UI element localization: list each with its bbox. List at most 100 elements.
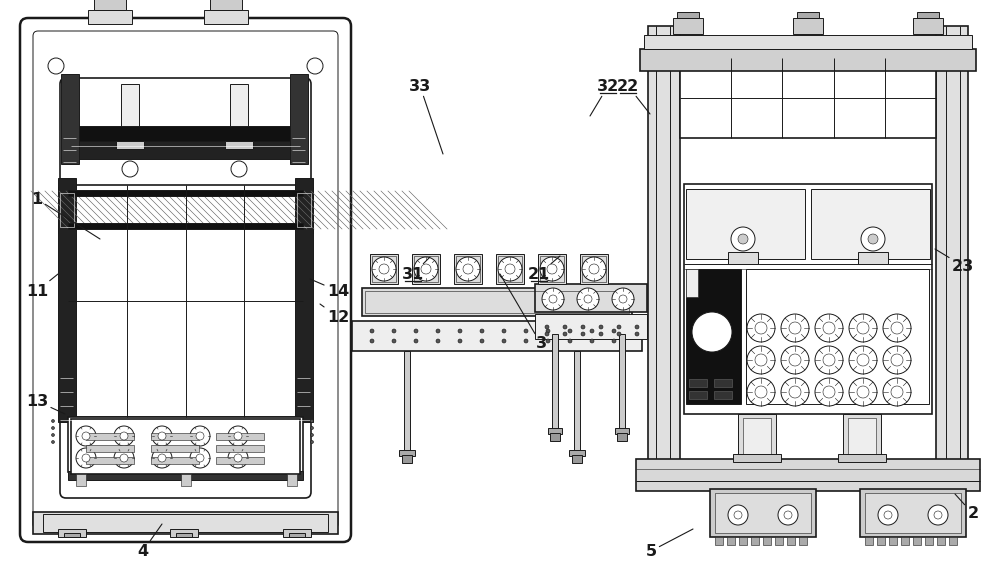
Circle shape: [480, 339, 484, 343]
Bar: [230, 84, 248, 144]
Circle shape: [234, 432, 242, 440]
Bar: [210, 0, 242, 10]
Circle shape: [152, 426, 172, 446]
Bar: [615, 428, 629, 434]
Bar: [686, 269, 741, 404]
Circle shape: [731, 227, 755, 251]
Circle shape: [617, 332, 621, 336]
Text: 3: 3: [500, 274, 547, 352]
Bar: [680, 58, 936, 138]
Bar: [365, 291, 629, 313]
Circle shape: [228, 448, 248, 468]
Circle shape: [857, 386, 869, 398]
Circle shape: [502, 339, 506, 343]
Bar: [216, 457, 264, 464]
Bar: [572, 455, 582, 463]
Circle shape: [190, 426, 210, 446]
Circle shape: [463, 264, 473, 274]
Circle shape: [52, 427, 54, 430]
Bar: [68, 417, 303, 472]
Circle shape: [480, 329, 484, 333]
Circle shape: [581, 332, 585, 336]
Text: 5: 5: [645, 529, 693, 559]
Circle shape: [549, 295, 557, 303]
Circle shape: [421, 264, 431, 274]
Bar: [370, 254, 398, 284]
Text: 13: 13: [26, 394, 65, 414]
Circle shape: [891, 386, 903, 398]
Bar: [498, 256, 522, 282]
Circle shape: [502, 329, 506, 333]
Circle shape: [823, 386, 835, 398]
Circle shape: [781, 314, 809, 342]
Circle shape: [755, 386, 767, 398]
Bar: [743, 418, 771, 456]
Circle shape: [823, 354, 835, 366]
Bar: [582, 256, 606, 282]
Bar: [116, 141, 144, 149]
Circle shape: [815, 346, 843, 374]
Circle shape: [196, 454, 204, 462]
Circle shape: [546, 339, 550, 343]
Bar: [689, 379, 707, 387]
Bar: [121, 84, 139, 144]
Circle shape: [234, 454, 242, 462]
Bar: [68, 185, 303, 417]
Circle shape: [612, 329, 616, 333]
Bar: [548, 428, 562, 434]
Bar: [68, 471, 303, 480]
Circle shape: [414, 339, 418, 343]
Bar: [715, 537, 723, 545]
Circle shape: [158, 454, 166, 462]
Bar: [746, 269, 929, 404]
Bar: [535, 314, 647, 339]
Circle shape: [635, 325, 639, 329]
Bar: [843, 414, 881, 459]
Bar: [865, 537, 873, 545]
Circle shape: [456, 257, 480, 281]
Circle shape: [934, 511, 942, 519]
Circle shape: [458, 339, 462, 343]
Bar: [739, 537, 747, 545]
Circle shape: [581, 325, 585, 329]
Bar: [289, 533, 305, 537]
Circle shape: [747, 346, 775, 374]
Circle shape: [76, 448, 96, 468]
Circle shape: [584, 295, 592, 303]
Circle shape: [577, 288, 599, 310]
Circle shape: [563, 325, 567, 329]
Bar: [88, 10, 132, 24]
Circle shape: [781, 378, 809, 406]
Bar: [64, 533, 80, 537]
FancyBboxPatch shape: [20, 18, 351, 542]
Circle shape: [436, 339, 440, 343]
Circle shape: [734, 511, 742, 519]
Bar: [170, 529, 198, 537]
Text: 12: 12: [320, 304, 349, 324]
Circle shape: [612, 339, 616, 343]
Circle shape: [76, 426, 96, 446]
Circle shape: [546, 329, 550, 333]
Circle shape: [82, 454, 90, 462]
Circle shape: [883, 346, 911, 374]
Circle shape: [120, 454, 128, 462]
Bar: [181, 474, 191, 486]
Circle shape: [568, 339, 572, 343]
Circle shape: [524, 339, 528, 343]
Bar: [225, 141, 253, 149]
Circle shape: [738, 234, 748, 244]
Bar: [917, 12, 939, 18]
Bar: [86, 445, 134, 452]
Bar: [677, 12, 699, 18]
Circle shape: [883, 314, 911, 342]
Bar: [787, 537, 795, 545]
Bar: [456, 256, 480, 282]
Bar: [937, 537, 945, 545]
Circle shape: [545, 325, 549, 329]
Circle shape: [789, 386, 801, 398]
Bar: [496, 254, 524, 284]
Text: 21: 21: [528, 256, 560, 282]
Bar: [574, 351, 580, 451]
Text: 4: 4: [137, 524, 162, 559]
Bar: [295, 187, 313, 233]
